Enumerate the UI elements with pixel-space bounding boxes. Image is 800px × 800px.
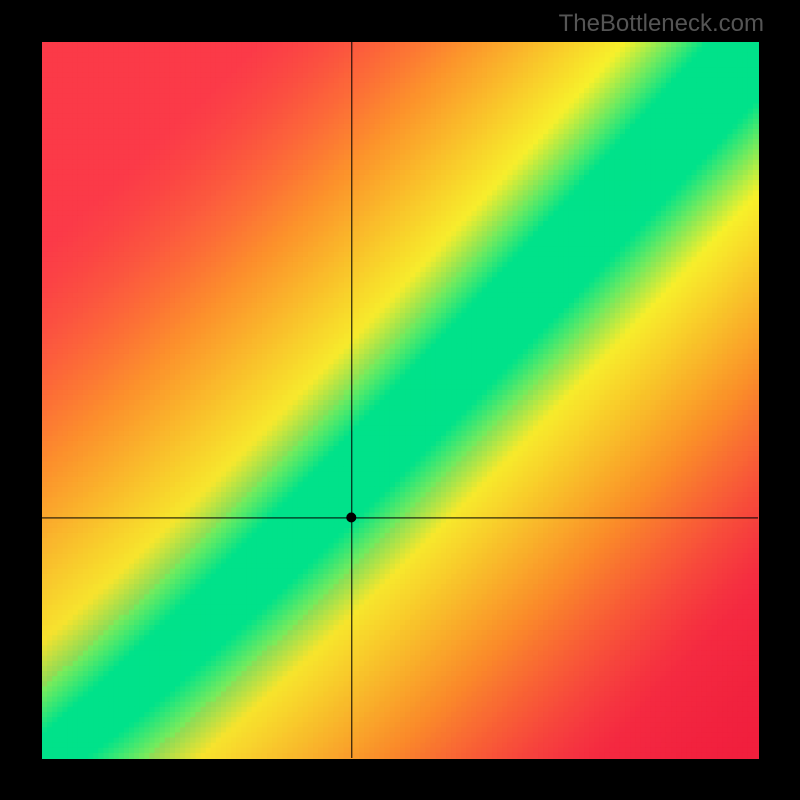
bottleneck-heatmap [0, 0, 800, 800]
chart-container: TheBottleneck.com [0, 0, 800, 800]
